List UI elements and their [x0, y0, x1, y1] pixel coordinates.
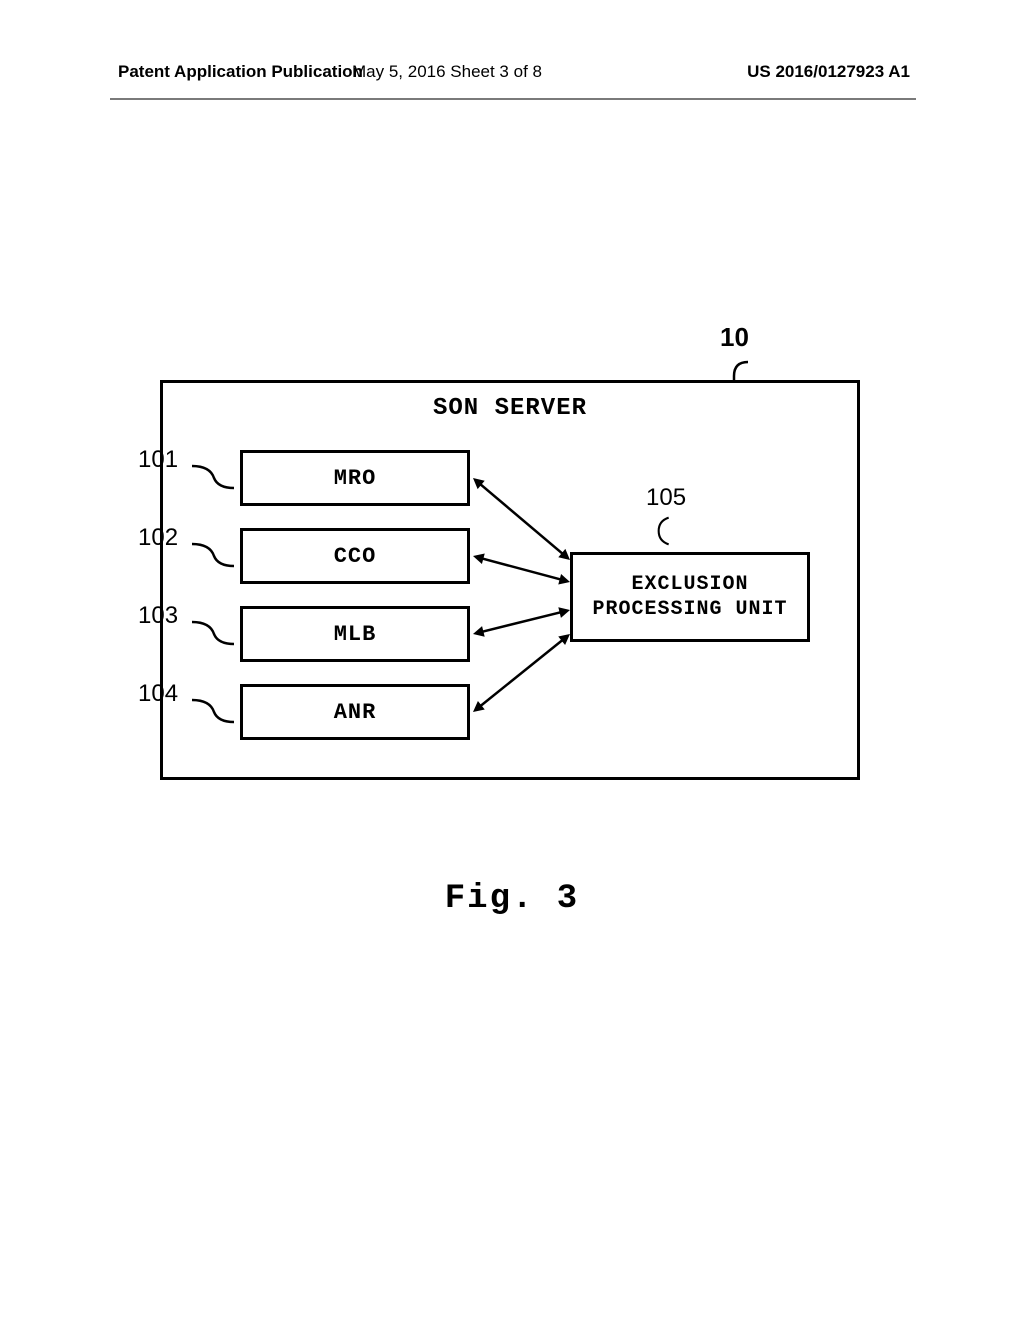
lead-101: [190, 460, 234, 490]
box-excl-line1: EXCLUSION: [631, 572, 748, 597]
box-cco: CCO: [240, 528, 470, 584]
box-cco-label: CCO: [334, 544, 377, 569]
header-left: Patent Application Publication: [118, 62, 363, 82]
box-anr-label: ANR: [334, 700, 377, 725]
ref-103: 103: [138, 602, 178, 630]
header-right: US 2016/0127923 A1: [747, 62, 910, 82]
box-excl-line2: PROCESSING UNIT: [592, 597, 787, 622]
box-mro-label: MRO: [334, 466, 377, 491]
header-rule: [110, 98, 916, 100]
box-exclusion: EXCLUSION PROCESSING UNIT: [570, 552, 810, 642]
box-mlb: MLB: [240, 606, 470, 662]
box-mlb-label: MLB: [334, 622, 377, 647]
ref-105: 105: [646, 484, 686, 512]
page-root: Patent Application Publication May 5, 20…: [0, 0, 1024, 1320]
ref-101: 101: [138, 446, 178, 474]
figure-caption: Fig. 3: [0, 880, 1024, 918]
ref-outer: 10: [720, 322, 749, 353]
ref-104: 104: [138, 680, 178, 708]
ref-102: 102: [138, 524, 178, 552]
page-header: Patent Application Publication May 5, 20…: [0, 62, 1024, 90]
lead-105: [650, 516, 694, 546]
lead-103: [190, 616, 234, 646]
header-mid: May 5, 2016 Sheet 3 of 8: [352, 62, 542, 82]
lead-104: [190, 694, 234, 724]
lead-line-10: [730, 358, 752, 380]
box-anr: ANR: [240, 684, 470, 740]
outer-title: SON SERVER: [163, 395, 857, 422]
lead-102: [190, 538, 234, 568]
son-server-diagram: 10 SON SERVER 101 102 103 104 105 MRO: [160, 380, 860, 800]
box-mro: MRO: [240, 450, 470, 506]
